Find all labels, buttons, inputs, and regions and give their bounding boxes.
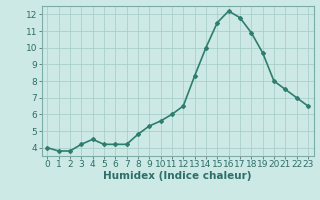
X-axis label: Humidex (Indice chaleur): Humidex (Indice chaleur) — [103, 171, 252, 181]
